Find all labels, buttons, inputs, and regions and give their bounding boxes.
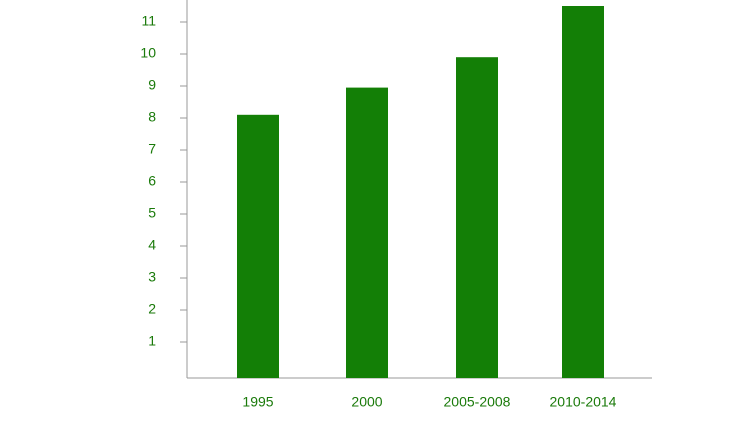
y-tick-label: 1 (148, 333, 156, 349)
bar (456, 57, 498, 378)
x-tick-label: 2000 (351, 394, 382, 410)
y-tick-label: 8 (148, 109, 156, 125)
y-tick-label: 4 (148, 237, 156, 253)
y-tick-label: 11 (141, 13, 156, 29)
y-tick-label: 2 (148, 301, 156, 317)
y-tick-label: 9 (148, 77, 156, 93)
bar (237, 114, 279, 379)
y-tick-label: 6 (148, 173, 156, 189)
x-tick-label: 2005-2008 (444, 394, 511, 410)
y-tick-label: 10 (140, 45, 156, 61)
bar (562, 6, 604, 378)
x-tick-label: 2010-2014 (550, 394, 617, 410)
x-tick-label: 1995 (242, 394, 273, 410)
y-tick-label: 5 (148, 205, 156, 221)
bar (346, 87, 388, 378)
y-tick-label: 3 (148, 269, 156, 285)
y-tick-label: 7 (148, 141, 156, 157)
